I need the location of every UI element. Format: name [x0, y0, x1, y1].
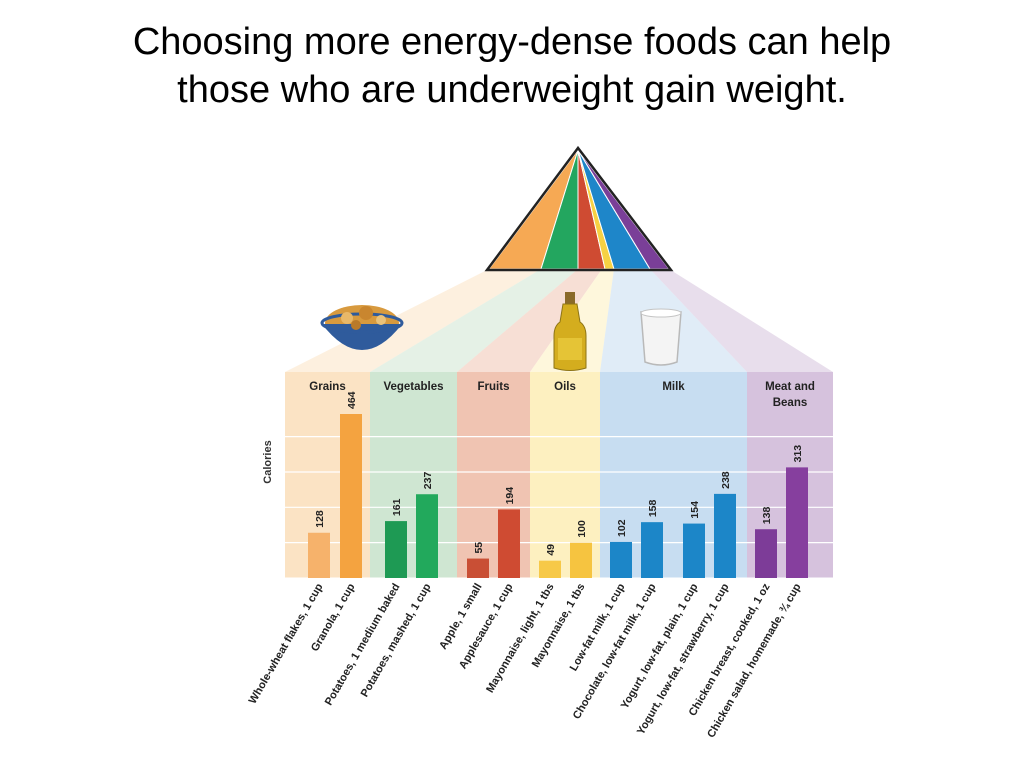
group-header: Grains — [309, 381, 345, 393]
bar — [308, 532, 330, 578]
bar-value-label: 102 — [616, 519, 628, 537]
cereal-bowl-icon — [320, 305, 404, 350]
bar-value-label: 158 — [647, 499, 659, 517]
bar-value-label: 55 — [473, 542, 485, 554]
bar-value-label: 464 — [346, 391, 358, 409]
title-line-1: Choosing more energy-dense foods can hel… — [132, 21, 892, 63]
fan-vegetables — [370, 269, 578, 372]
food-icons — [320, 292, 682, 371]
bar-value-label: 161 — [391, 498, 403, 516]
bar — [467, 558, 489, 578]
bar-value-label: 237 — [422, 472, 434, 490]
bar-value-label: 100 — [576, 520, 588, 538]
oil-bottle-icon — [553, 292, 587, 371]
bar — [755, 529, 777, 578]
bar-value-label: 313 — [792, 445, 804, 463]
milk-glass-icon — [640, 308, 682, 366]
bar-value-label: 194 — [504, 487, 516, 505]
y-axis-label: Calories — [262, 440, 274, 483]
bar — [641, 522, 663, 578]
bar-value-label: 138 — [761, 507, 773, 525]
group-header: Vegetables — [383, 381, 443, 393]
bars: 128 464 161 237 55 194 49 100 102 158 154 238 138 313 — [308, 391, 808, 578]
bar — [385, 521, 407, 578]
bar — [416, 494, 438, 578]
group-panel-vegetables — [370, 372, 457, 578]
grid-lines — [285, 436, 833, 579]
bar-value-label: 49 — [545, 544, 557, 556]
group-backgrounds: Grains Vegetables Fruits Oils Milk Meat and Be… — [285, 372, 833, 578]
group-header: Milk — [662, 381, 685, 393]
slide-title: Choosing more energy-dense foods can hel… — [20, 18, 1004, 114]
bar — [340, 414, 362, 578]
bar-value-label: 128 — [314, 510, 326, 528]
group-header: Oils — [554, 381, 576, 393]
bar-value-label: 154 — [689, 501, 701, 519]
bar — [714, 493, 736, 578]
group-header: Beans — [773, 397, 808, 409]
bar — [786, 467, 808, 578]
bar — [683, 523, 705, 578]
bar — [570, 542, 592, 578]
bar — [610, 541, 632, 578]
mypyramid-icon — [484, 145, 674, 272]
bar — [498, 509, 520, 578]
pyramid-outline — [484, 145, 674, 272]
bar — [539, 560, 561, 578]
fan-meat-and-beans — [650, 269, 833, 372]
group-header: Meat and — [765, 381, 815, 393]
group-header: Fruits — [478, 381, 510, 393]
bar-value-label: 238 — [720, 471, 732, 489]
title-line-2: those who are underweight gain weight. — [177, 69, 847, 111]
